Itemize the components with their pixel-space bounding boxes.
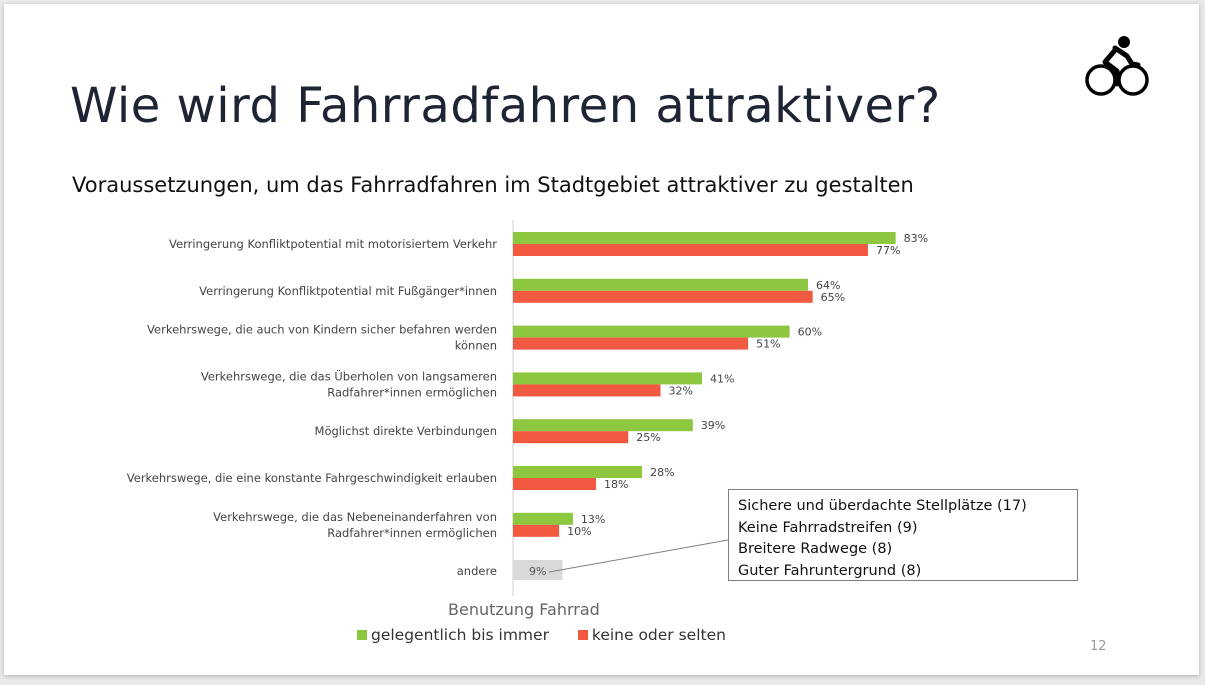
bar-chart: Verringerung Konfliktpotential mit motor…	[127, 220, 928, 596]
bar	[513, 466, 643, 478]
data-label: 41%	[710, 372, 734, 385]
legend-item-gelegentlich: gelegentlich bis immer	[357, 626, 549, 644]
data-label: 28%	[650, 466, 674, 479]
legend-swatch	[577, 630, 588, 640]
slide-title: Wie wird Fahrradfahren attraktiver?	[70, 78, 941, 134]
callout-item: Guter Fahruntergrund (8)	[738, 562, 922, 579]
category-label: Verkehrswege, die auch von Kindern siche…	[147, 323, 497, 337]
category-label: Radfahrer*innen ermöglichen	[327, 526, 497, 540]
bar	[513, 372, 703, 385]
data-label: 39%	[701, 419, 725, 432]
data-label: 13%	[581, 513, 605, 526]
data-label: 77%	[876, 244, 900, 257]
data-label: 60%	[798, 326, 822, 339]
category-label: Verkehrswege, die eine konstante Fahrges…	[127, 471, 497, 485]
data-label: 64%	[816, 279, 840, 292]
legend-title: Benutzung Fahrrad	[448, 600, 600, 619]
category-label: Verringerung Konfliktpotential mit motor…	[169, 237, 497, 251]
category-label: Verkehrswege, die das Überholen von lang…	[201, 367, 497, 383]
data-label: 10%	[567, 525, 591, 538]
data-label: 32%	[669, 384, 693, 397]
other-answers-callout: Sichere und überdachte Stellplätze (17) …	[728, 489, 1078, 581]
bar-other	[513, 560, 563, 580]
category-label-other: andere	[457, 564, 497, 578]
legend-label: keine oder selten	[591, 626, 726, 644]
bicycle-icon	[1085, 36, 1149, 96]
callout-leader-line	[548, 539, 729, 573]
bar	[513, 419, 693, 432]
bar	[513, 524, 560, 537]
legend-item-selten: keine oder selten	[577, 626, 726, 644]
category-label: Verkehrswege, die das Nebeneinanderfahre…	[213, 510, 497, 524]
page-number: 12	[1090, 639, 1107, 654]
data-label: 25%	[636, 431, 660, 444]
bar	[513, 478, 596, 490]
bar	[513, 290, 813, 303]
category-label: Verringerung Konfliktpotential mit Fußgä…	[199, 284, 497, 298]
bar	[513, 244, 868, 256]
callout-item: Breitere Radwege (8)	[738, 541, 893, 557]
legend: gelegentlich bis immer keine oder selten	[357, 626, 750, 644]
bar	[513, 431, 629, 444]
bar	[513, 232, 896, 244]
chart-title: Voraussetzungen, um das Fahrradfahren im…	[72, 173, 914, 197]
category-label: können	[455, 339, 497, 353]
bar	[513, 384, 661, 397]
data-label: 51%	[756, 338, 780, 351]
data-label: 65%	[821, 291, 845, 304]
data-label: 83%	[904, 232, 928, 245]
bar	[513, 337, 749, 350]
category-label: Möglichst direkte Verbindungen	[315, 424, 497, 438]
data-label: 18%	[604, 478, 628, 491]
callout-item: Sichere und überdachte Stellplätze (17)	[738, 498, 1027, 514]
category-label: Radfahrer*innen ermöglichen	[327, 385, 497, 399]
legend-label: gelegentlich bis immer	[371, 626, 549, 644]
callout-item: Keine Fahrradstreifen (9)	[738, 519, 918, 536]
bar	[513, 512, 573, 525]
bar	[513, 278, 809, 291]
legend-swatch	[357, 630, 367, 640]
data-label-other: 9%	[529, 565, 546, 578]
bar	[513, 325, 790, 338]
